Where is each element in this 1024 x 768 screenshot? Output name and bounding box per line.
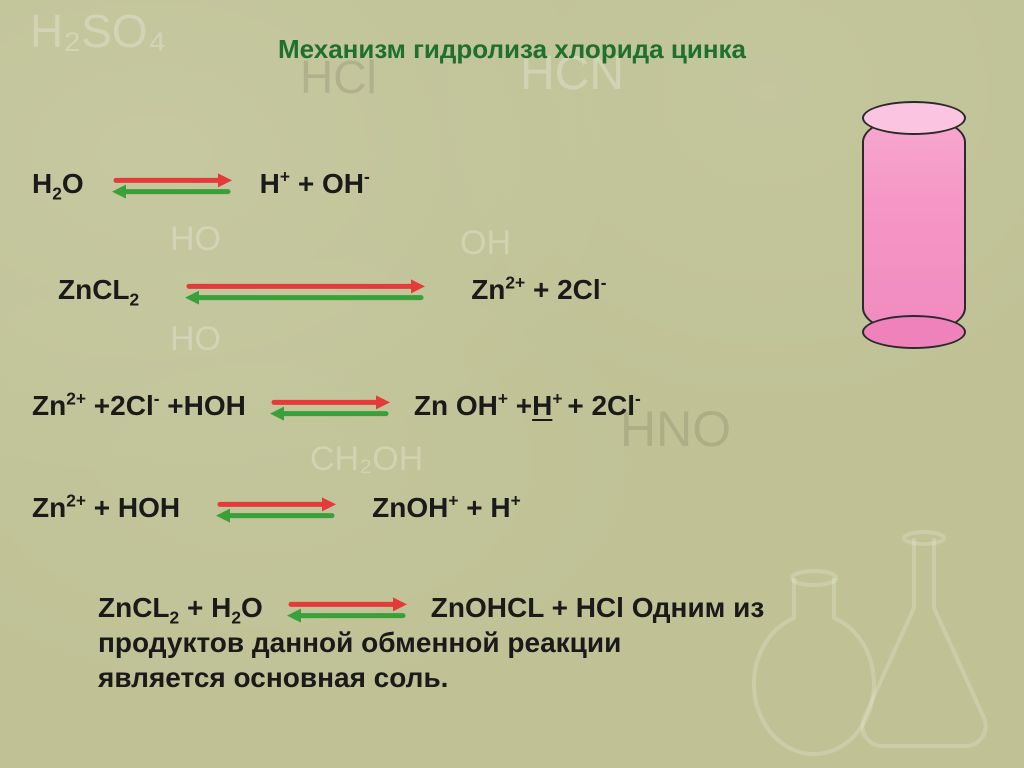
- equation-line: Zn2+ +2Cl- +HOH Zn OH+ +H+ + 2Cl-: [32, 390, 641, 422]
- equation-line: ZnCL2 Zn2+ + 2Cl-: [58, 274, 606, 306]
- equilibrium-arrow-icon: [270, 394, 390, 422]
- test-tube-icon: [862, 116, 962, 330]
- glassware-silhouette-icon: [724, 508, 1024, 768]
- equation-line: H2O H+ + OH-: [32, 168, 370, 200]
- watermark-formula: HO: [170, 320, 221, 359]
- equilibrium-arrow-icon: [185, 278, 425, 306]
- watermark-formula: HO: [170, 220, 221, 259]
- equilibrium-arrow-icon: [112, 172, 232, 200]
- equilibrium-arrow-icon: [287, 596, 407, 624]
- equilibrium-arrow-icon: [216, 496, 336, 524]
- equation-line: Zn2+ + HOH ZnOH+ + H+: [32, 492, 521, 524]
- slide-title: Механизм гидролиза хлорида цинка: [0, 34, 1024, 65]
- watermark-formula: OH: [460, 224, 511, 263]
- watermark-formula: CH₂OH: [310, 440, 423, 479]
